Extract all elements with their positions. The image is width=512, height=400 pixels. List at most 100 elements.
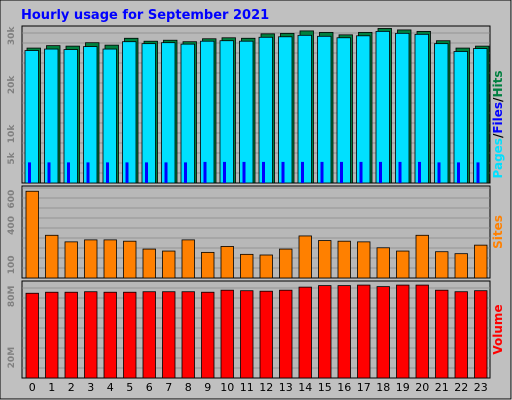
bar-volume <box>474 290 488 379</box>
bar-volume <box>337 285 351 379</box>
bar-volume <box>64 291 78 379</box>
bar-sites <box>103 239 117 279</box>
y-tick-label: 5k <box>7 151 17 164</box>
bar-pages <box>44 48 59 184</box>
bar-volume <box>25 292 39 379</box>
bar-sites <box>474 244 488 279</box>
bar-sites <box>162 250 176 279</box>
bar-volume <box>376 286 390 379</box>
bar-sites <box>181 239 195 279</box>
bar-pages <box>63 49 78 184</box>
x-tick-label: 15 <box>318 381 332 394</box>
bar-volume <box>279 289 293 379</box>
y-axis-label-part: Pages <box>491 138 505 178</box>
bar-pages <box>24 50 39 184</box>
bar-files <box>184 162 187 183</box>
bar-pages <box>434 43 449 184</box>
bar-sites <box>337 240 351 279</box>
bar-pages <box>102 48 117 184</box>
x-tick-label: 16 <box>337 381 351 394</box>
bar-volume <box>142 291 156 379</box>
bar-sites <box>64 241 78 279</box>
bar-sites <box>201 251 215 279</box>
y-axis-label: Volume <box>491 304 505 354</box>
y-tick-label: 20k <box>7 75 17 95</box>
bar-sites <box>220 246 234 279</box>
x-tick-label: 17 <box>357 381 371 394</box>
y-axis-label: Sites <box>491 215 505 249</box>
bar-pages <box>336 37 351 184</box>
x-tick-label: 8 <box>185 381 192 394</box>
bar-sites <box>376 247 390 279</box>
bar-pages <box>414 33 429 184</box>
bar-files <box>301 161 304 183</box>
bar-sites <box>396 250 410 279</box>
bar-sites <box>415 234 429 279</box>
bar-files <box>340 161 343 183</box>
bar-volume <box>240 290 254 379</box>
bar-files <box>359 161 363 183</box>
plot-area <box>21 25 491 184</box>
bar-files <box>476 162 480 183</box>
bar-files <box>457 162 460 183</box>
bar-volume <box>396 284 410 379</box>
x-tick-label: 1 <box>48 381 55 394</box>
bar-pages <box>375 30 390 184</box>
x-tick-label: 18 <box>376 381 390 394</box>
bar-sites <box>25 190 39 279</box>
bar-pages <box>161 42 176 184</box>
bar-pages <box>473 48 488 184</box>
x-tick-label: 13 <box>279 381 293 394</box>
y-tick-label: 10k <box>7 124 17 144</box>
y-tick-label: 400 <box>7 216 17 235</box>
plot-area <box>21 280 491 379</box>
x-tick-label: 6 <box>146 381 153 394</box>
y-tick-label: 30k <box>7 26 17 46</box>
bar-files <box>47 162 51 183</box>
bar-files <box>242 161 246 183</box>
bar-files <box>418 161 421 183</box>
bar-pages <box>200 40 215 184</box>
bar-pages <box>317 35 332 184</box>
y-tick-label: 20M <box>7 347 17 369</box>
bar-files <box>262 161 265 183</box>
x-tick-label: 20 <box>415 381 429 394</box>
bar-volume <box>123 291 137 379</box>
bar-sites <box>435 251 449 279</box>
x-tick-label: 3 <box>87 381 94 394</box>
bar-files <box>379 161 382 183</box>
x-tick-label: 14 <box>298 381 312 394</box>
bar-volume <box>162 291 176 379</box>
bar-volume <box>454 291 468 379</box>
bar-files <box>223 161 226 183</box>
bar-volume <box>357 284 371 379</box>
x-tick-label: 2 <box>68 381 75 394</box>
x-tick-label: 12 <box>259 381 273 394</box>
x-tick-label: 19 <box>396 381 410 394</box>
bar-pages <box>180 43 195 184</box>
y-axis-label-part: Files <box>491 102 505 134</box>
bar-files <box>281 161 285 183</box>
bar-sites <box>259 254 273 279</box>
bar-files <box>145 162 148 183</box>
x-tick-label: 5 <box>126 381 133 394</box>
x-tick-label: 11 <box>240 381 254 394</box>
bar-files <box>398 161 402 183</box>
bar-sites <box>123 240 137 279</box>
bar-sites <box>357 241 371 279</box>
x-tick-label: 21 <box>435 381 449 394</box>
bar-pages <box>141 43 156 184</box>
bar-pages <box>122 41 137 184</box>
bar-pages <box>83 46 98 184</box>
bar-sites <box>279 248 293 279</box>
x-tick-label: 23 <box>474 381 488 394</box>
bar-sites <box>318 240 332 279</box>
bar-volume <box>415 284 429 379</box>
bar-pages <box>453 51 468 184</box>
y-axis-label-part: / <box>491 133 505 138</box>
y-tick-label: 80M <box>7 286 17 308</box>
bar-volume <box>84 291 98 379</box>
y-axis-label: Pages/Files/Hits <box>491 71 505 179</box>
